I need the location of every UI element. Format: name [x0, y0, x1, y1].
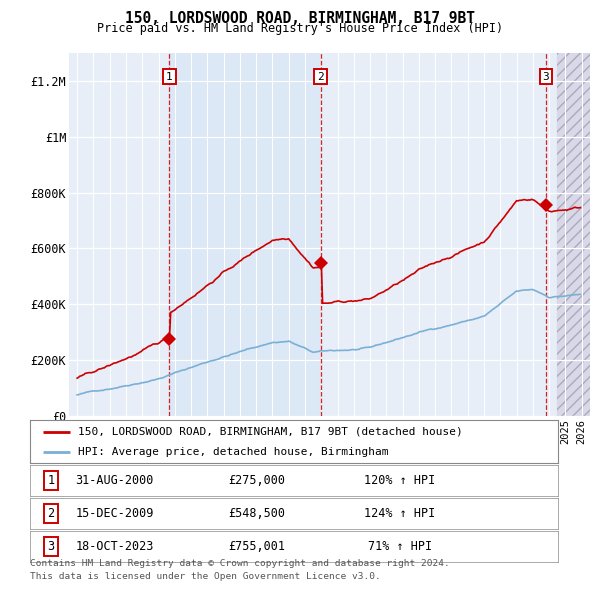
Text: 71% ↑ HPI: 71% ↑ HPI: [368, 540, 431, 553]
Text: 1: 1: [47, 474, 55, 487]
Text: 3: 3: [47, 540, 55, 553]
Text: 31-AUG-2000: 31-AUG-2000: [75, 474, 154, 487]
Text: Price paid vs. HM Land Registry's House Price Index (HPI): Price paid vs. HM Land Registry's House …: [97, 22, 503, 35]
Bar: [557, 53, 590, 416]
Text: HPI: Average price, detached house, Birmingham: HPI: Average price, detached house, Birm…: [77, 447, 388, 457]
Text: 3: 3: [542, 72, 549, 81]
Text: 18-OCT-2023: 18-OCT-2023: [75, 540, 154, 553]
Text: £755,001: £755,001: [229, 540, 286, 553]
Text: 15-DEC-2009: 15-DEC-2009: [75, 507, 154, 520]
Bar: [557, 53, 590, 416]
Text: Contains HM Land Registry data © Crown copyright and database right 2024.: Contains HM Land Registry data © Crown c…: [30, 559, 450, 568]
Text: 150, LORDSWOOD ROAD, BIRMINGHAM, B17 9BT (detached house): 150, LORDSWOOD ROAD, BIRMINGHAM, B17 9BT…: [77, 427, 462, 437]
Bar: [169, 53, 320, 416]
Text: 1: 1: [166, 72, 173, 81]
Text: 2: 2: [47, 507, 55, 520]
Text: 124% ↑ HPI: 124% ↑ HPI: [364, 507, 435, 520]
Text: £275,000: £275,000: [229, 474, 286, 487]
Text: 150, LORDSWOOD ROAD, BIRMINGHAM, B17 9BT: 150, LORDSWOOD ROAD, BIRMINGHAM, B17 9BT: [125, 11, 475, 25]
Text: 2: 2: [317, 72, 324, 81]
Text: £548,500: £548,500: [229, 507, 286, 520]
Text: This data is licensed under the Open Government Licence v3.0.: This data is licensed under the Open Gov…: [30, 572, 381, 581]
Text: 120% ↑ HPI: 120% ↑ HPI: [364, 474, 435, 487]
